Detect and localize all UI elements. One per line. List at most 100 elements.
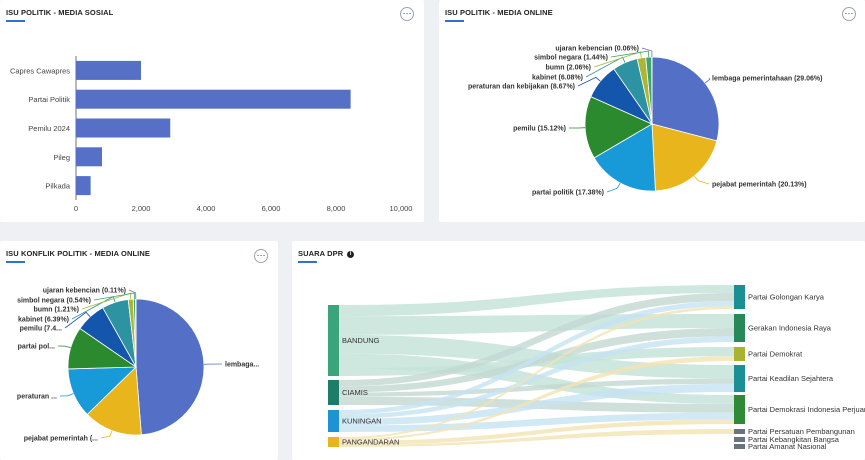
pie-slice: [584, 96, 653, 159]
bar: [76, 118, 171, 138]
target-label: Partai Keadilan Sejahtera: [748, 374, 834, 383]
leader-line: [704, 77, 711, 84]
sankey-flow: [339, 336, 734, 419]
more-options-button[interactable]: ⋯: [400, 7, 414, 21]
target-label: Partai Demokrasi Indonesia Perjuangan: [748, 405, 865, 414]
leader-line: [128, 289, 137, 300]
sankey-flow: [339, 412, 734, 432]
sankey-flow: [339, 301, 734, 415]
x-tick-label: 0: [74, 204, 78, 213]
leader-line: [585, 56, 626, 78]
category-label: Pemilu 2024: [28, 124, 70, 133]
title-underline: [6, 261, 25, 263]
leader-line: [593, 51, 642, 68]
leader-line: [59, 393, 74, 397]
pie-slice: [86, 366, 142, 436]
target-label: Partai Persatuan Pembangunan: [748, 427, 855, 436]
slice-label: bumn (1.21%): [33, 307, 79, 314]
source-node: [328, 437, 339, 447]
sankey-flow: [339, 306, 734, 439]
source-node: [328, 305, 339, 376]
leader-line: [93, 292, 135, 301]
source-label: BANDUNG: [342, 336, 380, 345]
title-underline: [445, 20, 464, 22]
target-node: [734, 314, 745, 342]
slice-label: pemilu (7.4...: [20, 326, 62, 333]
panel-media-online: ISU POLITIK - MEDIA ONLINE ⋯ lembaga pem…: [439, 0, 865, 222]
x-tick-label: 10,000: [390, 204, 413, 213]
slice-label: bumn (2.06%): [545, 65, 591, 72]
sankey-flow: [339, 429, 734, 447]
panel-title: SUARA DPR i: [298, 249, 355, 258]
more-options-button[interactable]: ⋯: [254, 249, 268, 263]
x-tick-label: 8,000: [327, 204, 346, 213]
slice-label: pejabat pemerintah (20.13%): [712, 182, 807, 189]
pie-slice: [651, 56, 720, 142]
slice-label: kabinet (6.08%): [532, 75, 583, 82]
x-tick-label: 4,000: [197, 204, 216, 213]
panel-title: ISU POLITIK - MEDIA ONLINE: [445, 8, 553, 17]
pie-slice: [651, 123, 718, 192]
leader-line: [606, 182, 621, 193]
source-node: [328, 380, 339, 405]
bar: [76, 89, 351, 109]
sankey-flow: [339, 378, 734, 397]
target-node: [734, 365, 745, 392]
slice-label: peraturan dan kebijakan (8.67%): [468, 84, 575, 91]
panel-title: ISU POLITIK - MEDIA SOSIAL: [6, 8, 114, 17]
sankey-flow: [339, 383, 734, 426]
panel-media-sosial: ISU POLITIK - MEDIA SOSIAL ⋯ Capres Cawa…: [0, 0, 424, 222]
panel-konflik-politik: ISU KONFLIK POLITIK - MEDIA ONLINE ⋯ lem…: [0, 241, 278, 460]
source-label: KUNINGAN: [342, 417, 382, 426]
leader-line: [577, 76, 601, 87]
target-node: [734, 285, 745, 309]
slice-label: pemilu (15.12%): [513, 126, 566, 133]
source-label: PANGANDARAN: [342, 438, 399, 447]
sankey-flow: [339, 314, 734, 335]
pie-chart: lembaga pemerintahaan (29.06%) pejabat pe…: [468, 46, 823, 197]
sankey-flow: [339, 285, 734, 317]
leader-line: [57, 345, 71, 349]
leader-line: [610, 50, 650, 58]
category-label: Partai Politik: [28, 95, 70, 104]
bar: [76, 60, 141, 80]
slice-label: ujaran kebencian (0.11%): [43, 288, 126, 295]
leader-line: [64, 311, 91, 329]
slice-label: simbol negara (1.44%): [534, 55, 608, 62]
info-icon[interactable]: i: [347, 250, 355, 258]
slice-label: ujaran kebencian (0.06%): [555, 46, 639, 53]
target-label: Partai Demokrat: [748, 350, 803, 359]
slice-label: pejabat pemerintah (...: [24, 436, 98, 443]
target-node: [734, 429, 745, 434]
panel-title-text: SUARA DPR: [298, 249, 344, 258]
target-node: [734, 437, 745, 442]
leader-line: [81, 292, 132, 310]
sankey-flow: [339, 293, 734, 387]
source-node: [328, 410, 339, 432]
target-node: [734, 395, 745, 424]
panel-suara-dpr: SUARA DPR i BANDUNG CIAMIS KUNINGAN PANGANDA…: [292, 241, 865, 460]
category-label: Pileg: [53, 153, 70, 162]
slice-label: simbol negara (0.54%): [17, 298, 91, 305]
source-label: CIAMIS: [342, 388, 368, 397]
target-node: [734, 444, 745, 449]
sankey-flow: [339, 419, 734, 445]
slice-label: lembaga pemerintahaan (29.06%): [712, 76, 823, 83]
target-label: Partai Kebangkitan Bangsa: [748, 435, 840, 444]
target-label: Partai Amanat Nasional: [748, 442, 827, 451]
slice-label: partai politik (17.38%): [532, 190, 604, 197]
leader-line: [100, 430, 113, 439]
sankey-flow: [339, 356, 734, 441]
more-options-button[interactable]: ⋯: [842, 7, 856, 21]
leader-line: [693, 175, 710, 185]
bar: [76, 147, 102, 167]
category-label: Capres Cawapres: [10, 66, 70, 75]
leader-line: [641, 47, 653, 57]
target-label: Gerakan Indonesia Raya: [748, 324, 832, 333]
bar: [76, 176, 91, 196]
slice-label: kabinet (6.39%): [18, 317, 69, 324]
slice-label: lembaga...: [225, 362, 259, 369]
target-label: Partai Golongan Karya: [748, 293, 825, 302]
x-tick-label: 6,000: [262, 204, 281, 213]
target-node: [734, 347, 745, 361]
